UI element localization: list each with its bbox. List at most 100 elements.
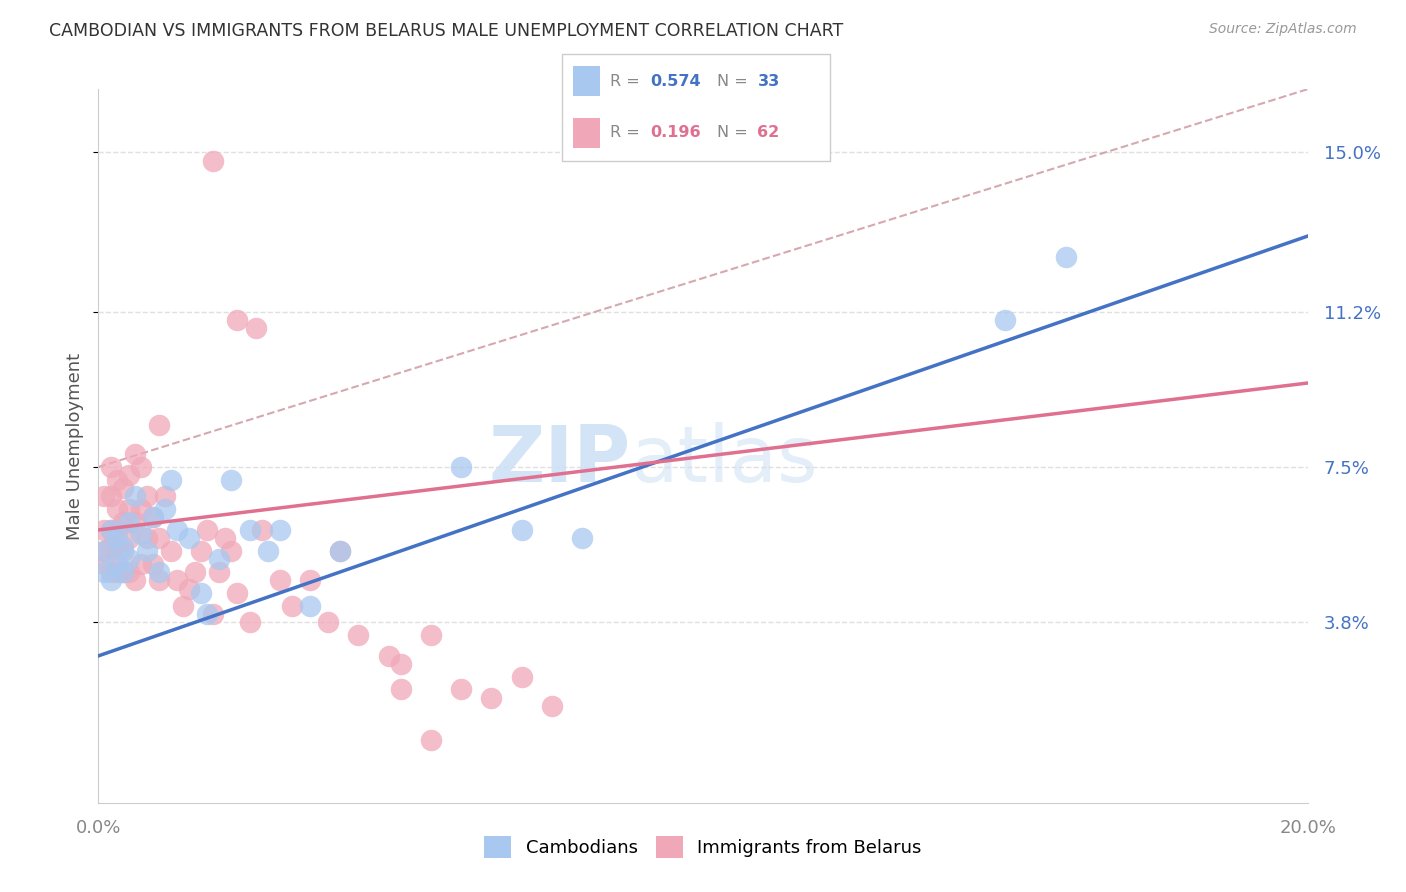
Point bbox=[172, 599, 194, 613]
Point bbox=[250, 523, 273, 537]
Point bbox=[135, 489, 157, 503]
Point bbox=[190, 544, 212, 558]
Point bbox=[100, 523, 122, 537]
Text: 0.574: 0.574 bbox=[651, 74, 702, 89]
Point bbox=[195, 523, 218, 537]
Text: 0.196: 0.196 bbox=[651, 125, 702, 140]
Point bbox=[160, 473, 183, 487]
Y-axis label: Male Unemployment: Male Unemployment bbox=[66, 352, 84, 540]
Point bbox=[124, 447, 146, 461]
Point bbox=[420, 732, 443, 747]
Point bbox=[166, 523, 188, 537]
Point bbox=[100, 489, 122, 503]
Point bbox=[93, 544, 115, 558]
Point bbox=[245, 321, 267, 335]
Point bbox=[347, 628, 370, 642]
Point bbox=[450, 682, 472, 697]
Point bbox=[142, 557, 165, 571]
Point bbox=[105, 532, 128, 546]
Text: 62: 62 bbox=[758, 125, 780, 140]
Point bbox=[105, 565, 128, 579]
Point bbox=[93, 544, 115, 558]
Point bbox=[481, 690, 503, 705]
Point bbox=[100, 565, 122, 579]
Point bbox=[184, 565, 207, 579]
Point bbox=[377, 648, 399, 663]
Text: R =: R = bbox=[610, 125, 645, 140]
Point bbox=[160, 544, 183, 558]
Point bbox=[179, 532, 201, 546]
Legend: Cambodians, Immigrants from Belarus: Cambodians, Immigrants from Belarus bbox=[477, 829, 929, 865]
Text: N =: N = bbox=[717, 125, 754, 140]
Point bbox=[269, 523, 291, 537]
Point bbox=[93, 565, 115, 579]
Point bbox=[221, 473, 243, 487]
Point bbox=[118, 565, 141, 579]
Point bbox=[256, 544, 278, 558]
Point bbox=[239, 615, 262, 630]
Point bbox=[202, 153, 225, 168]
Point bbox=[153, 502, 176, 516]
Text: N =: N = bbox=[717, 74, 754, 89]
Point bbox=[105, 502, 128, 516]
Point bbox=[420, 628, 443, 642]
Point bbox=[100, 574, 122, 588]
Point bbox=[389, 657, 412, 672]
Point bbox=[135, 544, 157, 558]
Point bbox=[111, 565, 134, 579]
Point bbox=[105, 544, 128, 558]
Point bbox=[148, 532, 170, 546]
Point bbox=[124, 574, 146, 588]
Point bbox=[190, 586, 212, 600]
Point bbox=[329, 544, 352, 558]
Point bbox=[129, 502, 152, 516]
Text: R =: R = bbox=[610, 74, 645, 89]
Point bbox=[148, 574, 170, 588]
Point bbox=[111, 565, 134, 579]
Point bbox=[111, 544, 134, 558]
Point bbox=[105, 473, 128, 487]
Point bbox=[281, 599, 304, 613]
Point bbox=[142, 510, 165, 524]
Point bbox=[124, 515, 146, 529]
Point bbox=[316, 615, 339, 630]
Point bbox=[148, 565, 170, 579]
Point bbox=[105, 557, 128, 571]
Point bbox=[221, 544, 243, 558]
Point bbox=[100, 460, 122, 475]
Point bbox=[195, 607, 218, 621]
Text: ZIP: ZIP bbox=[488, 422, 630, 499]
Point bbox=[208, 565, 231, 579]
Point bbox=[202, 607, 225, 621]
Point bbox=[118, 515, 141, 529]
Point bbox=[540, 699, 562, 714]
Point bbox=[299, 599, 322, 613]
Point bbox=[111, 481, 134, 495]
Point bbox=[100, 523, 122, 537]
Point bbox=[994, 313, 1017, 327]
Point bbox=[239, 523, 262, 537]
Point bbox=[226, 313, 249, 327]
Text: atlas: atlas bbox=[630, 422, 818, 499]
Point bbox=[1054, 250, 1077, 264]
Point bbox=[93, 489, 115, 503]
Point bbox=[179, 582, 201, 596]
Point bbox=[571, 532, 593, 546]
Point bbox=[450, 460, 472, 475]
Point bbox=[118, 502, 141, 516]
Point bbox=[105, 523, 128, 537]
Point bbox=[269, 574, 291, 588]
Text: 33: 33 bbox=[758, 74, 780, 89]
Point bbox=[93, 557, 115, 571]
Point bbox=[129, 527, 152, 541]
Point bbox=[111, 540, 134, 554]
Point bbox=[142, 510, 165, 524]
Point bbox=[135, 532, 157, 546]
Point bbox=[129, 460, 152, 475]
Point bbox=[214, 532, 236, 546]
Point bbox=[226, 586, 249, 600]
Point bbox=[389, 682, 412, 697]
Point bbox=[208, 552, 231, 566]
Point bbox=[93, 523, 115, 537]
Text: Source: ZipAtlas.com: Source: ZipAtlas.com bbox=[1209, 22, 1357, 37]
